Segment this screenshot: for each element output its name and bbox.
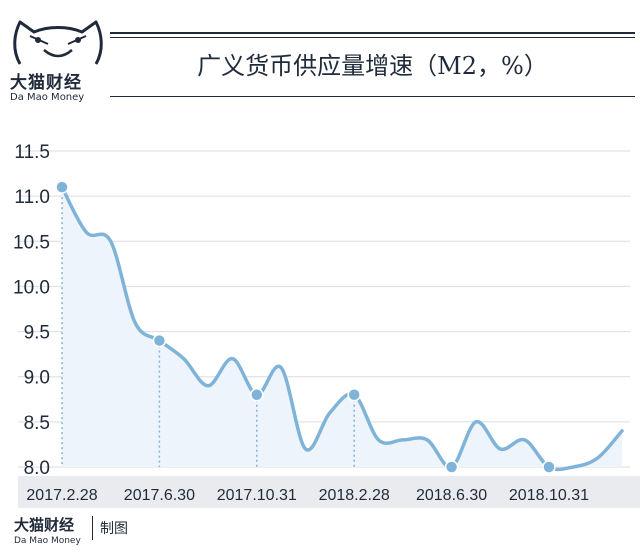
x-tick-label: 2018.2.28 [319,487,390,504]
cat-face-icon [13,20,103,65]
x-tick-label: 2017.2.28 [26,487,97,504]
footer-note: 制图 [100,521,128,537]
title-rule-bottom [110,96,635,97]
y-tick-label: 11.0 [14,187,50,208]
series-line [60,185,624,472]
title-rule-top-thin [110,37,635,38]
x-tick-label: 2018.6.30 [416,487,487,504]
y-tick-label: 10.5 [13,232,50,253]
series-area [62,187,622,470]
data-point [152,333,167,348]
y-tick-label: 10.0 [13,277,50,298]
footer-brand: 大猫财经 Da Mao Money [14,514,154,550]
title-rule-top [110,32,635,34]
footer-brand-name: 大猫财经 [14,516,75,534]
data-point [542,460,556,474]
data-point [55,180,69,194]
x-tick-label: 2018.10.31 [509,487,589,504]
footer-brand-name-en: Da Mao Money [14,536,81,546]
y-tick-label: 8.5 [24,413,50,434]
data-point [347,388,361,402]
brand-name-en: Da Mao Money [10,92,85,103]
brand-logo: 大猫财经 Da Mao Money [8,14,108,106]
x-axis-band [18,476,640,508]
chart-title: 广义货币供应量增速（M2，%） [197,52,548,80]
data-point [250,388,264,402]
x-tick-label: 2017.6.30 [124,487,195,504]
y-tick-label: 9.0 [24,368,50,389]
x-tick-label: 2017.10.31 [217,487,297,504]
data-point [444,460,459,474]
y-tick-label: 9.5 [24,323,50,344]
y-tick-label: 8.0 [24,458,50,479]
footer-separator [92,516,93,540]
m2-growth-chart: 8.0 8.5 9.0 9.5 10.0 10.5 11.0 11.5 2017.2.28 201… [13,142,630,504]
y-tick-label: 11.5 [14,142,50,163]
brand-name: 大猫财经 [10,73,82,93]
